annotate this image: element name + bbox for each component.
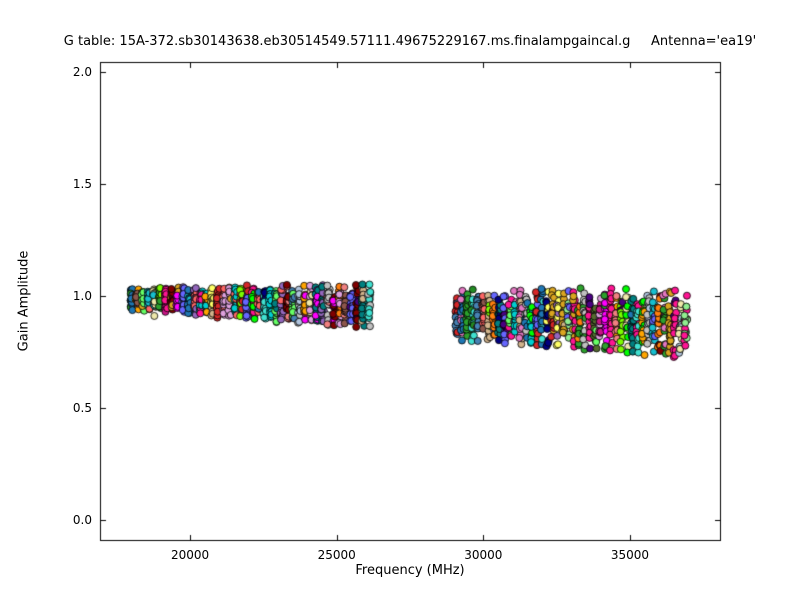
x-tick-label: 35000 bbox=[610, 548, 650, 562]
x-tick-label: 25000 bbox=[317, 548, 356, 562]
y-tick-label: 2.0 bbox=[72, 65, 92, 80]
y-tick-label: 1.5 bbox=[72, 177, 92, 192]
y-tick-label: 0.5 bbox=[72, 400, 92, 415]
y-axis-label: Gain Amplitude bbox=[16, 250, 32, 352]
x-tick-label: 30000 bbox=[464, 548, 503, 562]
y-tick-label: 1.0 bbox=[72, 288, 92, 303]
x-axis-label: Frequency (MHz) bbox=[355, 563, 465, 578]
x-tick-label: 20000 bbox=[170, 548, 210, 562]
chart-title: G table: 15A-372.sb30143638.eb30514549.5… bbox=[63, 34, 757, 49]
y-tick-label: 0.0 bbox=[72, 512, 92, 527]
